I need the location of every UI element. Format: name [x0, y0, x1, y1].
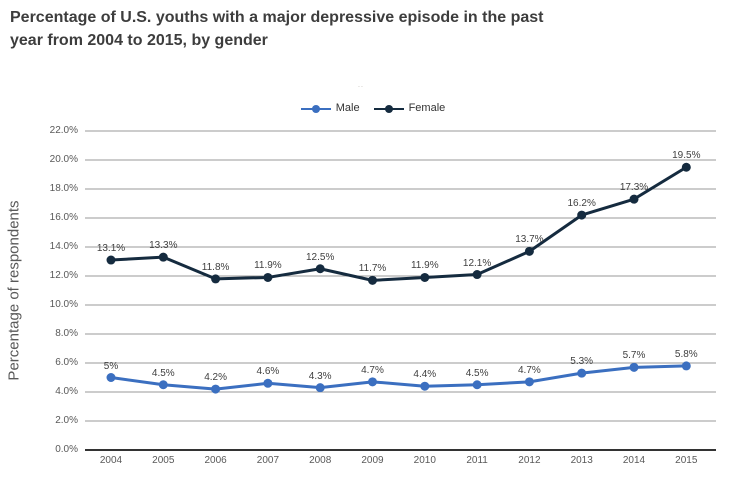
male-point-label: 4.5%	[151, 367, 175, 379]
male-point-label: 4.3%	[308, 370, 332, 382]
chart-legend: Male Female	[0, 99, 746, 117]
y-tick-label: 22.0%	[49, 125, 78, 136]
x-tick-label: 2007	[256, 455, 280, 466]
female-point-label: 11.9%	[254, 260, 282, 272]
male-line-marker-icon	[300, 104, 331, 113]
female-point	[472, 270, 482, 280]
chart-title: Percentage of U.S. youths with a major d…	[10, 6, 730, 52]
male-point-label: 4.7%	[517, 364, 541, 376]
male-point	[211, 384, 221, 394]
female-line	[109, 165, 688, 282]
female-point	[629, 194, 639, 204]
x-tick-label: 2009	[361, 455, 384, 466]
female-point	[368, 275, 377, 285]
male-point	[420, 381, 430, 391]
female-point-label: 11.7%	[358, 263, 387, 275]
male-point	[472, 380, 482, 390]
male-line	[109, 364, 688, 391]
y-tick-label: 2.0%	[55, 415, 78, 426]
legend-note: ..	[358, 82, 364, 89]
female-point-label: 13.1%	[96, 243, 126, 255]
male-point	[629, 362, 639, 372]
y-tick-label: 12.0%	[49, 270, 78, 281]
chart-title-line2: year from 2004 to 2015, by gender	[10, 32, 268, 49]
female-point-label: 19.5%	[672, 150, 701, 162]
x-tick-label: 2008	[309, 455, 332, 466]
chart-title-line1: Percentage of U.S. youths with a major d…	[10, 9, 544, 26]
male-point	[106, 373, 116, 382]
male-point	[524, 377, 534, 387]
female-point-label: 17.3%	[619, 182, 649, 194]
female-point-label: 16.2%	[567, 198, 596, 210]
male-point	[681, 361, 691, 371]
y-tick-label: 6.0%	[55, 357, 78, 368]
female-point	[158, 252, 168, 262]
y-tick-label: 18.0%	[49, 183, 78, 194]
male-point-label: 4.2%	[204, 372, 227, 384]
x-tick-label: 2013	[570, 455, 593, 466]
x-tick-label: 2014	[622, 455, 646, 466]
x-tick-label: 2005	[152, 455, 175, 466]
female-point	[420, 272, 430, 282]
y-tick-label: 4.0%	[55, 386, 78, 397]
female-point-label: 12.5%	[306, 251, 335, 263]
male-point-label: 4.6%	[256, 366, 280, 378]
legend-label-female: Female	[408, 102, 446, 114]
x-tick-label: 2006	[204, 455, 227, 466]
female-point	[315, 264, 325, 274]
female-point	[263, 272, 273, 282]
male-point	[315, 383, 325, 393]
male-point	[158, 380, 168, 390]
legend-label-male: Male	[335, 102, 360, 114]
y-tick-label: 0.0%	[55, 444, 78, 455]
male-point-label: 4.5%	[465, 367, 489, 379]
y-tick-label: 16.0%	[49, 212, 78, 223]
female-point-label: 13.3%	[149, 240, 178, 252]
x-tick-label: 2015	[675, 455, 698, 466]
male-point-label: 5.7%	[622, 350, 646, 362]
female-line-marker-icon	[373, 104, 404, 113]
female-point	[211, 274, 221, 284]
x-tick-label: 2010	[413, 455, 436, 466]
female-point	[524, 246, 534, 256]
male-point-label: 5.8%	[674, 348, 698, 360]
male-point-label: 5.3%	[570, 356, 594, 368]
female-point	[681, 162, 691, 172]
x-tick-label: 2004	[99, 455, 123, 466]
female-point	[577, 210, 587, 220]
female-point-label: 13.7%	[515, 234, 544, 246]
female-point	[106, 255, 116, 265]
male-point-label: 4.4%	[413, 369, 437, 381]
legend-item-female[interactable]: Female	[373, 102, 446, 114]
x-tick-label: 2011	[466, 455, 488, 466]
y-tick-label: 8.0%	[55, 328, 78, 339]
male-point-label: 5%	[103, 360, 119, 372]
female-point-label: 11.9%	[410, 260, 439, 272]
legend-item-male[interactable]: Male	[300, 102, 360, 114]
male-point	[368, 377, 377, 387]
male-point	[263, 378, 273, 388]
male-point-label: 4.7%	[361, 364, 384, 376]
male-point	[577, 368, 587, 378]
y-tick-label: 10.0%	[49, 299, 78, 310]
x-tick-label: 2012	[518, 455, 541, 466]
y-tick-label: 20.0%	[49, 154, 78, 165]
female-point-label: 11.8%	[201, 261, 230, 273]
y-tick-label: 14.0%	[49, 241, 78, 252]
female-point-label: 12.1%	[462, 257, 492, 269]
